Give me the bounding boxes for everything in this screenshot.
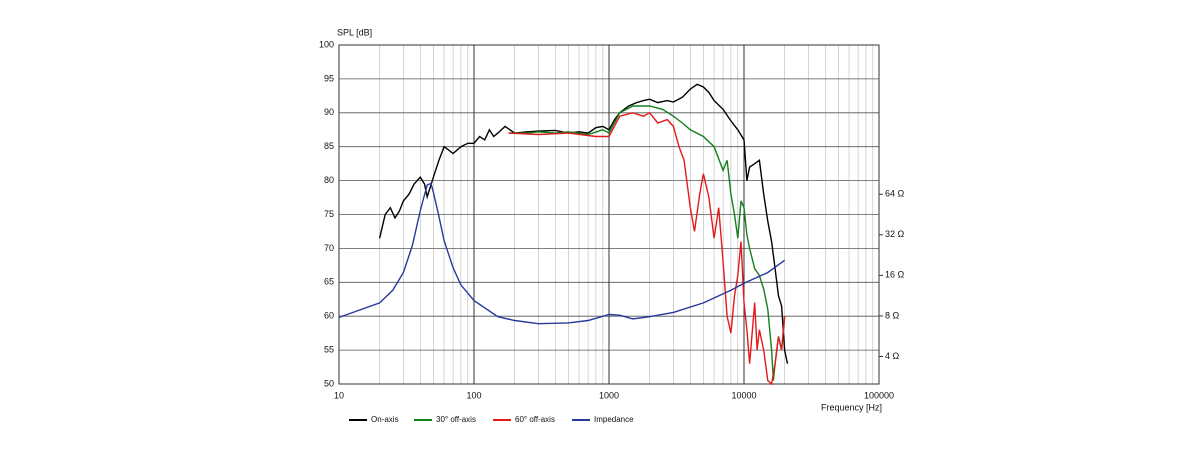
legend-label: Impedance <box>594 415 634 424</box>
legend-label: 30° off-axis <box>436 415 476 424</box>
y-tick-label: 90 <box>324 107 334 117</box>
series-line <box>378 83 789 364</box>
y-tick-label: 70 <box>324 243 334 253</box>
y-tick-label: 55 <box>324 344 334 354</box>
y2-tick-label: 16 Ω <box>885 270 905 280</box>
plot-frame <box>338 44 880 385</box>
y-tick-label: 60 <box>324 311 334 321</box>
x-tick-label: 10 <box>334 390 344 400</box>
y-tick-label: 85 <box>324 141 334 151</box>
y-tick-label: 95 <box>324 73 334 83</box>
y-tick-label: 75 <box>324 209 334 219</box>
x-tick-label: 10000 <box>731 390 756 400</box>
y2-tick-label: 8 Ω <box>885 310 900 320</box>
x-tick-label: 100 <box>466 390 481 400</box>
y2-tick-label: 4 Ω <box>885 351 900 361</box>
y-tick-label: 50 <box>324 378 334 388</box>
y-axis-label: SPL [dB] <box>337 27 372 37</box>
x-axis-label: Frequency [Hz] <box>821 402 882 412</box>
y-tick-label: 65 <box>324 277 334 287</box>
y2-tick-label: 32 Ω <box>885 229 905 239</box>
legend-label: 60° off-axis <box>515 415 555 424</box>
legend-label: On-axis <box>371 415 399 424</box>
series-line <box>508 111 786 386</box>
y-tick-label: 80 <box>324 175 334 185</box>
series-line <box>508 105 786 381</box>
y-tick-label: 100 <box>319 39 334 49</box>
x-tick-label: 100000 <box>864 390 894 400</box>
y2-tick-label: 64 Ω <box>885 189 905 199</box>
x-tick-label: 1000 <box>599 390 619 400</box>
series-line <box>338 182 786 325</box>
